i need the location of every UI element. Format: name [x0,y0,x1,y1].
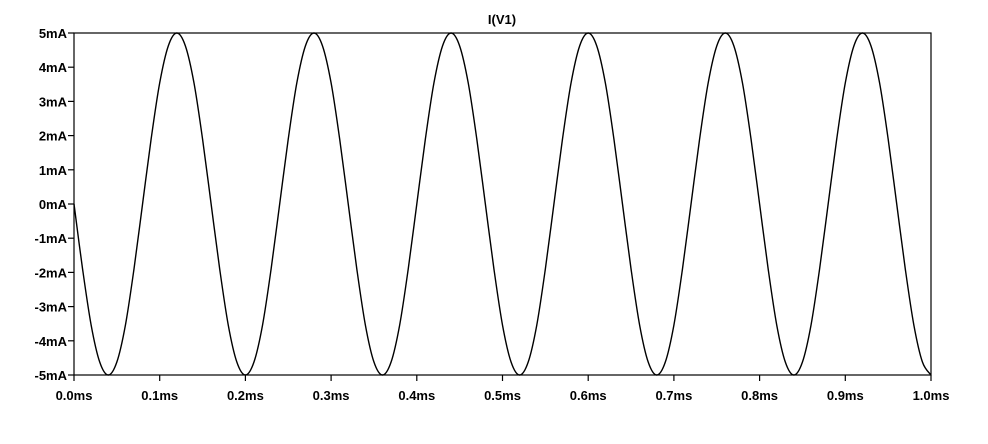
y-tick-label: 0mA [39,197,68,212]
x-tick-label: 0.4ms [398,388,435,403]
series-line-i-v1 [73,32,932,376]
y-tick-label: 5mA [39,26,68,41]
x-tick-label: 0.7ms [655,388,692,403]
y-tick-label: -3mA [34,300,67,315]
x-tick-label: 0.6ms [570,388,607,403]
x-tick-label: 0.1ms [141,388,178,403]
y-tick-label: -1mA [34,231,67,246]
y-tick-label: 1mA [39,163,68,178]
x-tick-label: 0.0ms [56,388,93,403]
x-tick-label: 0.9ms [827,388,864,403]
x-axis: 0.0ms 0.1ms 0.2ms 0.3ms 0.4ms 0.5ms 0.6ms 0.7ms… [56,375,950,403]
y-tick-label: 3mA [39,94,68,109]
y-tick-label: 2mA [39,129,68,144]
y-tick-label: -2mA [34,265,67,280]
x-tick-label: 0.8ms [741,388,778,403]
x-tick-label: 0.5ms [484,388,521,403]
y-axis: 5mA 4mA 3mA 2mA 1mA 0mA -1mA -2mA -3mA -4mA -5mA [34,26,74,383]
chart-title: I(V1) [488,12,516,27]
y-tick-label: -4mA [34,334,67,349]
y-tick-label: 4mA [39,60,68,75]
x-tick-label: 0.2ms [227,388,264,403]
x-tick-label: 0.3ms [313,388,350,403]
y-tick-label: -5mA [34,368,67,383]
x-tick-label: 1.0ms [913,388,950,403]
